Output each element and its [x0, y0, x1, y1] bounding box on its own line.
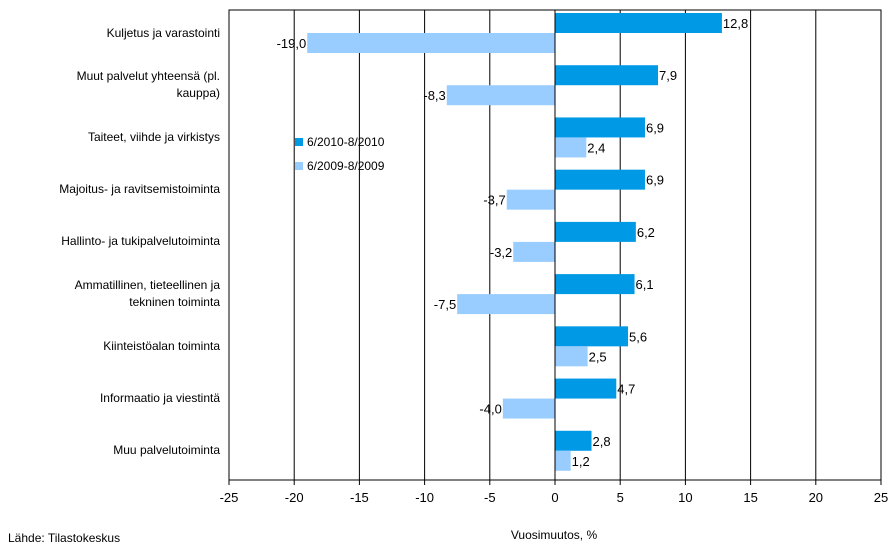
- x-tick-label: 0: [551, 490, 558, 505]
- legend-swatch-2009: [295, 162, 303, 170]
- x-tick-label: 15: [743, 490, 757, 505]
- category-label-line: Informaatio ja viestintä: [99, 391, 220, 406]
- data-label: -3,2: [490, 245, 512, 260]
- data-label: 6,1: [636, 277, 654, 292]
- data-label: 6,2: [637, 225, 655, 240]
- bar-2010: [555, 430, 592, 451]
- bar-2010: [555, 169, 645, 190]
- x-tick-label: -10: [415, 490, 434, 505]
- category-label-line: Kiinteistöalan toiminta: [103, 338, 220, 353]
- source-note: Lähde: Tilastokeskus: [8, 531, 121, 545]
- legend-item-2010: 6/2010-8/2010: [295, 133, 384, 151]
- data-label: 2,8: [593, 434, 611, 449]
- data-label: 7,9: [659, 68, 677, 83]
- data-label: 2,5: [589, 349, 607, 364]
- bar-2010: [555, 65, 659, 86]
- x-tick-label: -20: [285, 490, 304, 505]
- x-tick-label: 10: [678, 490, 692, 505]
- bar-2009: [513, 241, 555, 262]
- bar-2009: [457, 294, 555, 315]
- x-tick-label: -15: [350, 490, 369, 505]
- bar-2009: [502, 398, 555, 419]
- bar-2009: [446, 85, 555, 106]
- x-axis-title: Vuosimuutos, %: [510, 528, 598, 542]
- legend-label-2009: 6/2009-8/2009: [307, 159, 385, 173]
- category-label: Muut palvelut yhteensä (pl. kauppa): [8, 68, 220, 102]
- category-label: Taiteet, viihde ja virkistys: [8, 129, 220, 146]
- data-label: 6,9: [646, 173, 664, 188]
- x-tick-label: -25: [220, 490, 239, 505]
- bar-2009: [555, 450, 571, 471]
- bar-2010: [555, 117, 645, 138]
- data-label: -4,0: [479, 402, 501, 417]
- category-label-line: kauppa): [176, 86, 220, 101]
- bar-2009: [555, 137, 587, 158]
- x-tick-label: 25: [874, 490, 888, 505]
- data-label: 5,6: [629, 329, 647, 344]
- category-label: Majoitus- ja ravitsemistoiminta: [8, 181, 220, 198]
- bar-2009: [307, 33, 555, 53]
- category-label: Muu palvelutoiminta: [8, 442, 220, 459]
- category-label: Kiinteistöalan toiminta: [8, 338, 220, 355]
- category-label: Ammatillinen, tieteellinen ja tekninen to…: [8, 277, 220, 311]
- category-label-line: Muut palvelut yhteensä (pl.: [76, 69, 220, 84]
- data-label: -8,3: [423, 88, 445, 103]
- data-label: -7,5: [434, 297, 456, 312]
- bar-2010: [555, 326, 629, 347]
- category-label-line: Ammatillinen, tieteellinen ja: [74, 278, 220, 293]
- category-label-line: tekninen toiminta: [129, 295, 220, 310]
- data-label: 4,7: [617, 382, 635, 397]
- bar-2009: [506, 189, 555, 210]
- bar-2010: [555, 274, 635, 295]
- data-label: 12,8: [723, 16, 748, 31]
- category-label-line: Majoitus- ja ravitsemistoiminta: [59, 182, 220, 197]
- bar-2009: [555, 346, 588, 367]
- legend: 6/2010-8/2010 6/2009-8/2009: [295, 133, 384, 181]
- category-label: Hallinto- ja tukipalvelutoiminta: [8, 233, 220, 250]
- bar-2010: [555, 221, 636, 242]
- x-tick-label: -5: [484, 490, 496, 505]
- data-label: -3,7: [483, 193, 505, 208]
- x-tick-label: 5: [617, 490, 624, 505]
- bar-2010: [555, 378, 617, 399]
- x-tick-label: 20: [809, 490, 823, 505]
- category-label-line: Muu palvelutoiminta: [113, 443, 220, 458]
- category-label-line: Kuljetus ja varastointi: [106, 25, 220, 40]
- data-label: 2,4: [587, 140, 605, 155]
- legend-label-2010: 6/2010-8/2010: [307, 135, 385, 149]
- category-label: Kuljetus ja varastointi: [8, 25, 220, 42]
- data-label: 1,2: [572, 454, 590, 469]
- category-label: Informaatio ja viestintä: [8, 390, 220, 407]
- legend-swatch-2010: [295, 138, 303, 146]
- legend-item-2009: 6/2009-8/2009: [295, 157, 384, 175]
- bar-2010: [555, 13, 722, 33]
- data-label: 6,9: [646, 120, 664, 135]
- data-label: -19,0: [277, 36, 307, 51]
- category-label-line: Hallinto- ja tukipalvelutoiminta: [61, 234, 220, 249]
- category-label-line: Taiteet, viihde ja virkistys: [87, 129, 220, 144]
